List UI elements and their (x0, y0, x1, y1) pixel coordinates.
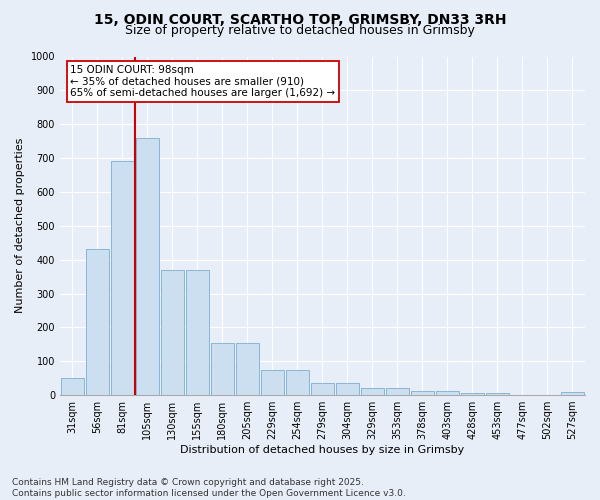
Bar (410, 391, 434, 395)
Bar (211, 342, 235, 395)
Bar (136, 138, 160, 395)
Bar (361, 388, 385, 395)
Bar (260, 370, 284, 395)
Bar (485, 393, 509, 395)
Bar (161, 270, 184, 395)
Text: 15 ODIN COURT: 98sqm
← 35% of detached houses are smaller (910)
65% of semi-deta: 15 ODIN COURT: 98sqm ← 35% of detached h… (70, 65, 335, 98)
Bar (311, 383, 334, 395)
Bar (335, 383, 359, 395)
Text: 15, ODIN COURT, SCARTHO TOP, GRIMSBY, DN33 3RH: 15, ODIN COURT, SCARTHO TOP, GRIMSBY, DN… (94, 12, 506, 26)
Bar (61, 378, 84, 395)
Bar (436, 391, 460, 395)
Text: Size of property relative to detached houses in Grimsby: Size of property relative to detached ho… (125, 24, 475, 37)
Bar (461, 393, 484, 395)
Y-axis label: Number of detached properties: Number of detached properties (15, 138, 25, 314)
Bar (386, 388, 409, 395)
Text: Contains HM Land Registry data © Crown copyright and database right 2025.
Contai: Contains HM Land Registry data © Crown c… (12, 478, 406, 498)
Bar (560, 392, 584, 395)
Bar (185, 270, 209, 395)
Bar (236, 342, 259, 395)
Bar (110, 162, 134, 395)
X-axis label: Distribution of detached houses by size in Grimsby: Distribution of detached houses by size … (181, 445, 464, 455)
Bar (86, 250, 109, 395)
Bar (286, 370, 310, 395)
